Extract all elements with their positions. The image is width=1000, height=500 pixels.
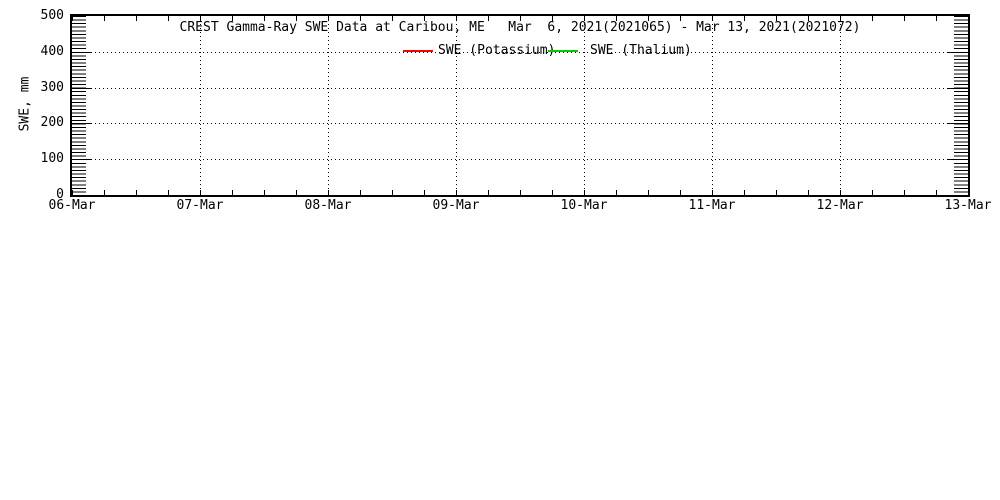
y-gridline — [87, 123, 953, 125]
y-gridline — [87, 51, 953, 53]
chart-title: CREST Gamma-Ray SWE Data at Caribou, ME … — [179, 20, 861, 35]
gridlines — [72, 16, 968, 195]
x-tick-label: 11-Mar — [688, 198, 736, 213]
y-minor-ticks-left — [72, 16, 86, 195]
y-axis-title: SWE, mm — [17, 76, 33, 132]
y-tick-label: 0 — [56, 187, 64, 202]
plot-area — [70, 14, 970, 197]
x-tick-label: 09-Mar — [432, 198, 480, 213]
x-tick-label: 06-Mar — [48, 198, 96, 213]
y-gridline — [87, 87, 953, 89]
x-minor-ticks-top — [72, 16, 968, 21]
x-gridline — [840, 16, 841, 195]
y-tick-label: 100 — [40, 151, 64, 167]
x-tick-label: 12-Mar — [816, 198, 864, 213]
y-minor-ticks-right — [954, 16, 968, 195]
x-tick-label: 10-Mar — [560, 198, 608, 213]
x-tick-label: 13-Mar — [944, 198, 992, 213]
x-gridline — [328, 16, 329, 195]
x-gridline — [456, 16, 457, 195]
x-gridline — [584, 16, 585, 195]
y-tick-label: 500 — [40, 8, 64, 23]
x-gridline — [712, 16, 713, 195]
y-tick-label: 400 — [40, 43, 64, 59]
x-tick-label: 08-Mar — [304, 198, 352, 213]
x-minor-ticks-bottom — [72, 190, 968, 195]
x-gridline — [200, 16, 201, 195]
x-tick-label: 07-Mar — [176, 198, 224, 213]
y-gridline — [87, 159, 953, 161]
